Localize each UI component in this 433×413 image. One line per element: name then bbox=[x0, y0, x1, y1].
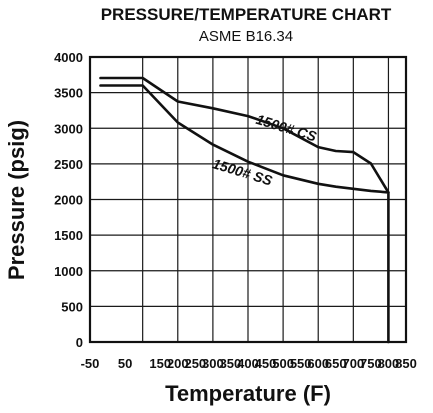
plot-frame bbox=[88, 55, 408, 344]
x-tick-label: 850 bbox=[395, 356, 417, 371]
y-tick-label: 1500 bbox=[54, 228, 83, 243]
x-tick-label: 650 bbox=[325, 356, 347, 371]
plot-border bbox=[88, 55, 408, 344]
x-tick-label: 550 bbox=[290, 356, 312, 371]
series-line-ss bbox=[99, 84, 390, 344]
y-tick-label: 4000 bbox=[54, 50, 83, 65]
x-tick-label: 800 bbox=[378, 356, 400, 371]
y-tick-label: 3500 bbox=[54, 86, 83, 101]
chart-subtitle: ASME B16.34 bbox=[199, 28, 293, 45]
y-tick-label: 1000 bbox=[54, 264, 83, 279]
chart-title: PRESSURE/TEMPERATURE CHART bbox=[101, 5, 392, 24]
x-tick-label: 400 bbox=[237, 356, 259, 371]
y-tick-label: 3000 bbox=[54, 121, 83, 136]
x-tick-label: 450 bbox=[255, 356, 277, 371]
x-tick-label: 750 bbox=[360, 356, 382, 371]
x-tick-label: 700 bbox=[342, 356, 364, 371]
x-tick-label: -50 bbox=[81, 356, 100, 371]
series-annotation-cs: 1500# CS bbox=[254, 111, 319, 145]
x-tick-label: 250 bbox=[184, 356, 206, 371]
x-tick-label: 350 bbox=[220, 356, 242, 371]
series-line-cs bbox=[99, 76, 390, 194]
y-axis-label: Pressure (psig) bbox=[4, 120, 29, 280]
grid-layer bbox=[90, 57, 406, 342]
series-layer bbox=[99, 76, 390, 344]
x-tick-label: 300 bbox=[202, 356, 224, 371]
x-tick-label: 600 bbox=[307, 356, 329, 371]
x-tick-label: 50 bbox=[118, 356, 132, 371]
x-tick-label: 150 bbox=[149, 356, 171, 371]
y-tick-labels: 0 500 1000 1500 2000 2500 3000 3500 4000 bbox=[54, 50, 83, 350]
y-tick-label: 2000 bbox=[54, 193, 83, 208]
y-tick-label: 500 bbox=[61, 299, 83, 314]
y-tick-label: 2500 bbox=[54, 157, 83, 172]
x-tick-labels: -50 50 15020025030035040045050055060065070… bbox=[81, 356, 417, 371]
x-tick-label: 200 bbox=[167, 356, 189, 371]
y-tick-label: 0 bbox=[76, 335, 83, 350]
x-axis-label: Temperature (F) bbox=[165, 381, 331, 406]
x-tick-label: 500 bbox=[272, 356, 294, 371]
